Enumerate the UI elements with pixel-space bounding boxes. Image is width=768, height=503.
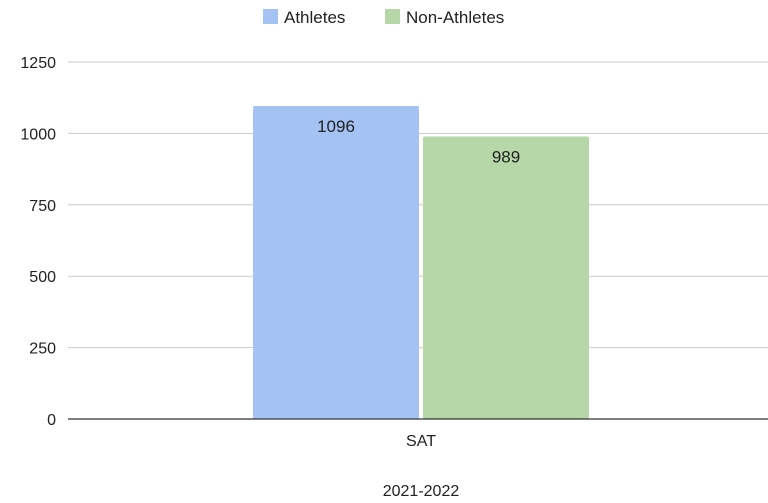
legend-swatch-athletes: [263, 9, 278, 24]
y-tick-label-1000: 1000: [20, 126, 56, 143]
legend-swatch-non-athletes: [385, 9, 400, 24]
data-label-athletes: 1096: [317, 117, 355, 136]
x-axis-title: 2021-2022: [383, 483, 460, 500]
bars: [253, 105, 589, 420]
bar-non-athletes-sat: [423, 136, 589, 419]
legend: Athletes Non-Athletes: [263, 8, 504, 27]
y-axis-ticks: 0 250 500 750 1000 1250: [20, 55, 56, 429]
y-tick-label-1250: 1250: [20, 55, 56, 72]
y-tick-label-0: 0: [47, 412, 56, 429]
y-tick-label-500: 500: [29, 269, 56, 286]
y-tick-label-250: 250: [29, 341, 56, 358]
data-label-non-athletes: 989: [492, 148, 520, 167]
y-tick-label-750: 750: [29, 198, 56, 215]
category-label-sat: SAT: [406, 433, 436, 450]
data-labels: 1096 989: [317, 117, 520, 167]
legend-label-athletes: Athletes: [284, 8, 345, 27]
legend-label-non-athletes: Non-Athletes: [406, 8, 504, 27]
bar-athletes-sat: [253, 105, 419, 420]
category-labels: SAT: [406, 433, 436, 450]
